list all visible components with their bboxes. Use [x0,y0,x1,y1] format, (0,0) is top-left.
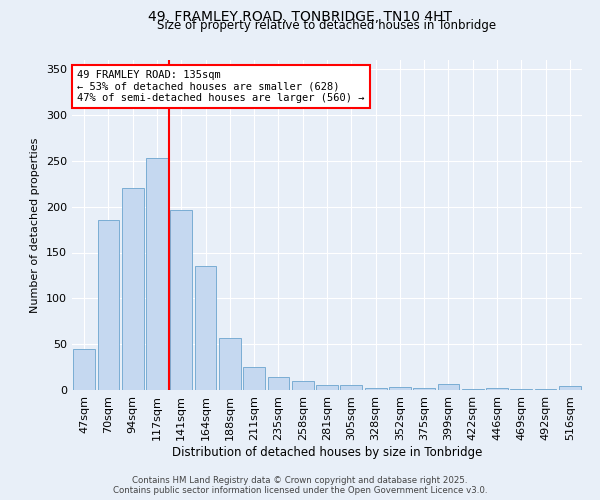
Bar [122,188,143,390]
Text: 49 FRAMLEY ROAD: 135sqm
← 53% of detached houses are smaller (628)
47% of semi-d: 49 FRAMLEY ROAD: 135sqm ← 53% of detache… [77,70,365,103]
Bar [292,381,314,390]
X-axis label: Distribution of detached houses by size in Tonbridge: Distribution of detached houses by size … [172,446,482,458]
Bar [413,388,435,390]
Bar [511,389,532,390]
Bar [462,389,484,390]
Bar [389,387,411,390]
Bar [437,384,460,390]
Bar [194,266,217,390]
Bar [243,367,265,390]
Bar [316,384,338,390]
Bar [559,386,581,390]
Bar [219,338,241,390]
Bar [340,384,362,390]
Bar [365,388,386,390]
Bar [535,389,556,390]
Bar [486,388,508,390]
Y-axis label: Number of detached properties: Number of detached properties [31,138,40,312]
Bar [170,210,192,390]
Bar [73,349,95,390]
Bar [97,220,119,390]
Text: 49, FRAMLEY ROAD, TONBRIDGE, TN10 4HT: 49, FRAMLEY ROAD, TONBRIDGE, TN10 4HT [148,10,452,24]
Bar [146,158,168,390]
Text: Contains HM Land Registry data © Crown copyright and database right 2025.
Contai: Contains HM Land Registry data © Crown c… [113,476,487,495]
Bar [268,377,289,390]
Title: Size of property relative to detached houses in Tonbridge: Size of property relative to detached ho… [157,20,497,32]
